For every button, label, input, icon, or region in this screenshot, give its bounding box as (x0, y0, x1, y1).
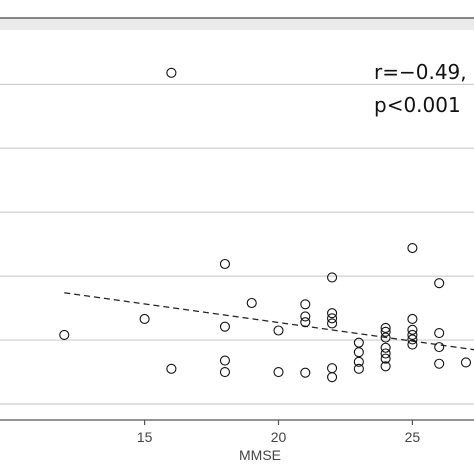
correlation-annotation: r=−0.49, (374, 60, 467, 84)
data-point (327, 318, 338, 329)
data-point (327, 372, 338, 383)
data-point (300, 311, 311, 322)
data-point (407, 242, 418, 254)
data-point (380, 322, 391, 333)
data-point (59, 329, 70, 341)
data-point (300, 317, 311, 328)
data-point (219, 258, 230, 270)
data-point (327, 363, 338, 374)
data-point (407, 313, 418, 325)
data-point (434, 342, 445, 353)
data-point (300, 367, 311, 378)
data-point (407, 329, 418, 341)
x-tick-label: 25 (405, 429, 421, 445)
data-point (300, 299, 311, 310)
trend-line-group (64, 292, 474, 351)
data-point (407, 339, 418, 350)
data-point (327, 313, 338, 324)
data-point (166, 67, 177, 78)
data-point (327, 308, 338, 319)
data-point (434, 278, 445, 289)
data-point (380, 326, 391, 337)
data-point (353, 356, 364, 367)
data-point (380, 361, 391, 372)
data-point (327, 272, 338, 283)
grid-lines (0, 83, 474, 405)
data-point (353, 363, 364, 374)
data-point (273, 325, 284, 336)
data-point (380, 342, 391, 353)
data-point (460, 357, 472, 368)
x-tick-label: 15 (137, 429, 153, 445)
data-point (219, 355, 230, 366)
data-points (59, 67, 472, 383)
data-point (407, 324, 418, 335)
data-point (380, 348, 391, 359)
data-point (434, 358, 445, 369)
p-value-annotation: p<0.001 (374, 93, 461, 117)
data-point (139, 313, 150, 325)
data-point (219, 366, 230, 378)
x-tick-label: 20 (271, 429, 287, 445)
data-point (380, 332, 391, 343)
trend-line (64, 292, 474, 351)
data-point (246, 297, 257, 309)
data-point (219, 321, 230, 332)
x-axis-label: MMSE (239, 447, 281, 463)
data-point (353, 337, 364, 348)
data-point (407, 334, 418, 345)
top-strip (0, 18, 474, 30)
data-point (273, 366, 284, 378)
x-axis-ticks: 15 20 25 (137, 420, 421, 445)
data-point (380, 353, 391, 364)
data-point (434, 327, 445, 339)
data-point (353, 347, 364, 358)
data-point (166, 363, 177, 374)
